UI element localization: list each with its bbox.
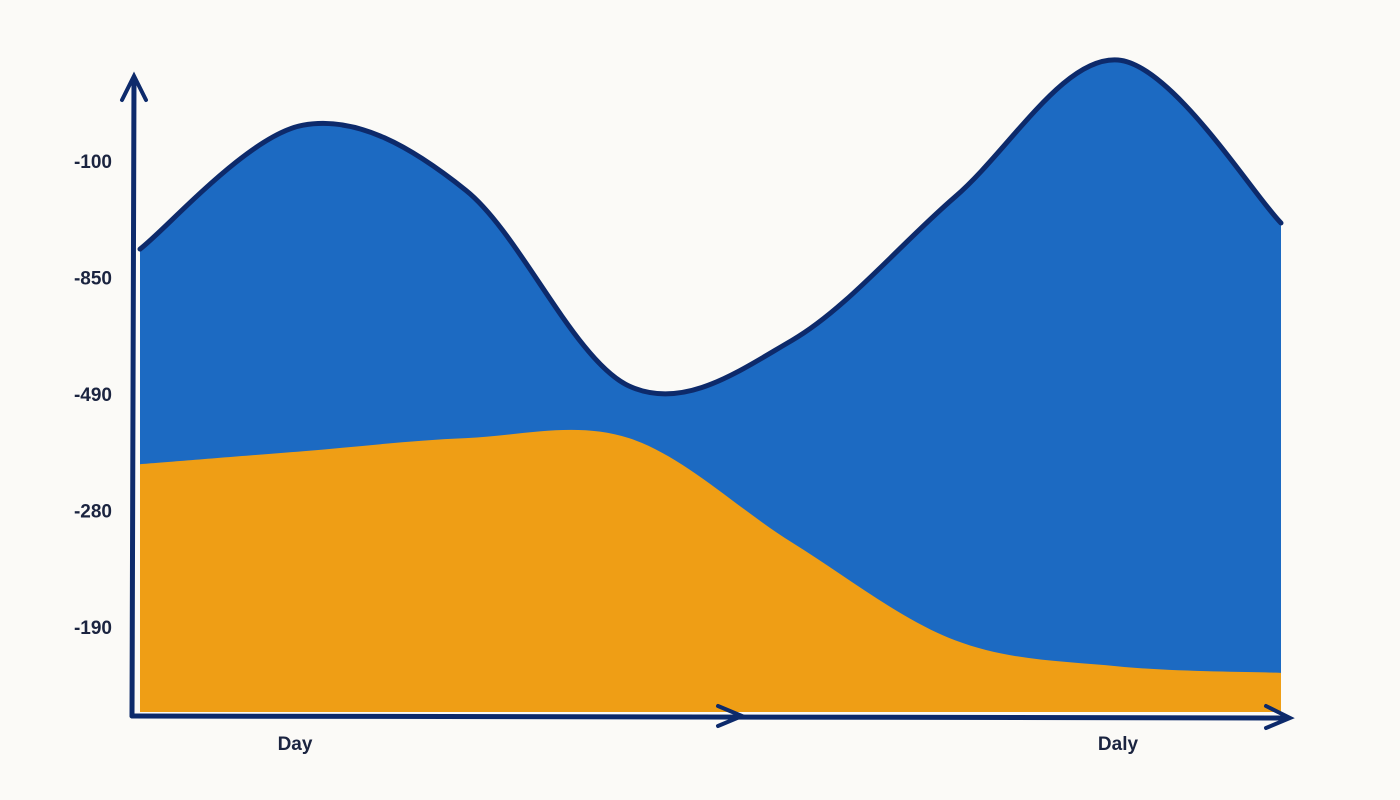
y-axis-arrow xyxy=(120,71,148,102)
x-axis xyxy=(129,713,1291,721)
y-tick-label: -280 xyxy=(74,502,112,523)
x-axis-arrow xyxy=(1264,704,1295,730)
x-tick-label: Day xyxy=(278,734,313,755)
y-tick-label: -100 xyxy=(74,152,112,173)
y-tick-label: -190 xyxy=(74,618,112,639)
x-tick-label: Daly xyxy=(1098,734,1139,755)
y-tick-label: -850 xyxy=(74,269,112,290)
area-outline xyxy=(137,57,1284,397)
area xyxy=(140,429,1281,712)
y-tick-label: -490 xyxy=(74,385,112,406)
x-axis-arrow xyxy=(716,704,748,728)
y-axis xyxy=(129,75,137,719)
